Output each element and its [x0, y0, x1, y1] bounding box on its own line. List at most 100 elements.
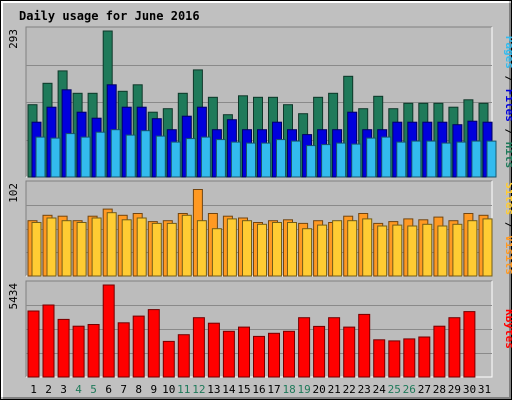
bar-pages-day-31	[486, 140, 497, 178]
bar-sites-day-17	[272, 222, 282, 277]
y-max-label: 293	[7, 29, 20, 49]
bar-kbytes-day-2	[42, 304, 55, 378]
bar-sites-day-13	[211, 228, 222, 277]
bar-sites-day-18	[287, 222, 297, 277]
x-tick-label: 10	[162, 383, 175, 396]
bar-kbytes-day-26	[403, 338, 416, 378]
x-tick-label: 27	[418, 383, 431, 396]
bar-pages-day-30	[471, 140, 482, 178]
x-axis-labels: 1 2 3 4 5 6 7 8 9 10 11 12 13 14 15 16 17 18 19 20 21 22 23 24 2…	[30, 383, 491, 396]
bar-pages-day-1	[35, 136, 46, 178]
bar-sites-day-8	[136, 217, 147, 277]
bar-kbytes-day-10	[162, 340, 175, 378]
bar-sites-day-31	[482, 218, 493, 277]
bar-sites-day-19	[302, 228, 313, 277]
bar-kbytes-day-19	[298, 317, 311, 378]
x-tick-label: 16	[252, 383, 265, 396]
x-tick-label: 24	[373, 383, 387, 396]
bar-kbytes-day-7	[117, 322, 130, 378]
x-tick-label: 18	[282, 383, 295, 396]
bar-kbytes-day-6	[102, 284, 115, 378]
bar-sites-day-1	[31, 222, 42, 277]
chart-panels: 293 Pages / Files / Hits 102 Sites / Visits…	[7, 26, 512, 378]
bar-kbytes-day-13	[207, 322, 220, 378]
bar-kbytes-day-8	[132, 315, 145, 378]
plot-border-shadow	[25, 26, 492, 177]
bar-pages-day-25	[396, 141, 407, 178]
x-tick-label: 13	[207, 383, 220, 396]
bar-sites-day-20	[317, 224, 328, 277]
legend-entry: /	[503, 215, 512, 235]
bar-pages-day-24	[381, 136, 392, 178]
bar-pages-day-22	[351, 143, 362, 178]
bar-kbytes-day-17	[268, 332, 280, 378]
bar-kbytes-day-1	[27, 310, 40, 378]
x-tick-label: 14	[222, 383, 236, 396]
bar-kbytes-day-5	[87, 324, 100, 378]
bar-kbytes-day-23	[358, 313, 371, 378]
x-tick-label: 21	[328, 383, 341, 396]
bar-kbytes-day-24	[373, 339, 386, 378]
x-tick-label: 17	[267, 383, 280, 396]
legend-entry: Files	[503, 89, 512, 122]
bar-pages-day-27	[426, 140, 437, 178]
bar-kbytes-day-18	[283, 330, 295, 378]
series-sites	[31, 212, 493, 277]
bar-sites-day-22	[347, 220, 358, 277]
bar-pages-day-29	[456, 141, 467, 178]
x-tick-label: 2	[45, 383, 52, 396]
bar-pages-day-9	[155, 135, 166, 178]
frame-shadow	[3, 3, 511, 399]
bar-kbytes-day-9	[147, 309, 160, 378]
bar-pages-day-17	[276, 139, 286, 178]
bar-sites-day-12	[196, 220, 207, 277]
bar-sites-day-28	[437, 225, 448, 277]
bar-pages-day-18	[291, 140, 301, 178]
bar-sites-day-11	[181, 214, 192, 277]
bar-sites-day-9	[151, 222, 162, 277]
x-tick-label: 6	[105, 383, 112, 396]
bar-kbytes-day-15	[238, 326, 250, 378]
x-tick-label: 25	[388, 383, 401, 396]
bar-kbytes-day-14	[222, 330, 235, 378]
bar-sites-day-26	[407, 225, 418, 277]
series-kbytes	[27, 284, 476, 378]
bar-kbytes-day-4	[72, 325, 85, 378]
bar-sites-day-7	[121, 219, 132, 277]
bar-kbytes-day-11	[177, 334, 190, 378]
bar-pages-day-13	[215, 139, 226, 178]
chart-title: Daily usage for June 2016	[19, 9, 200, 23]
panel-bottom: 5434 KBytes	[7, 280, 512, 378]
bar-sites-day-4	[76, 222, 87, 277]
x-tick-label: 22	[343, 383, 356, 396]
bar-sites-day-14	[226, 218, 237, 277]
bar-pages-day-21	[336, 142, 347, 178]
legend-entry: /	[503, 122, 512, 142]
bar-pages-day-6	[110, 129, 121, 178]
x-tick-label: 9	[150, 383, 157, 396]
x-tick-label: 1	[30, 383, 37, 396]
legend-bottom: KBytes	[503, 309, 512, 349]
bar-kbytes-day-27	[418, 336, 431, 378]
legend-entry: Sites	[503, 182, 512, 215]
x-tick-label: 4	[75, 383, 82, 396]
bar-sites-day-27	[422, 223, 433, 277]
bar-pages-day-5	[95, 131, 106, 178]
x-tick-label: 19	[297, 383, 310, 396]
bar-sites-day-3	[61, 220, 72, 277]
legend-entry: /	[503, 69, 512, 89]
x-tick-label: 12	[192, 383, 205, 396]
bar-kbytes-day-16	[253, 335, 265, 378]
x-tick-label: 5	[90, 383, 97, 396]
bar-pages-day-19	[306, 145, 317, 178]
panel-middle: 102 Sites / Visits	[7, 180, 512, 277]
x-tick-label: 11	[177, 383, 190, 396]
bar-pages-day-2	[50, 137, 61, 178]
legend-top: Pages / Files / Hits	[503, 36, 512, 169]
x-tick-label: 8	[135, 383, 142, 396]
x-tick-label: 23	[358, 383, 371, 396]
bar-pages-day-3	[65, 133, 76, 178]
bar-sites-day-24	[377, 225, 388, 277]
bar-kbytes-day-12	[192, 317, 205, 378]
